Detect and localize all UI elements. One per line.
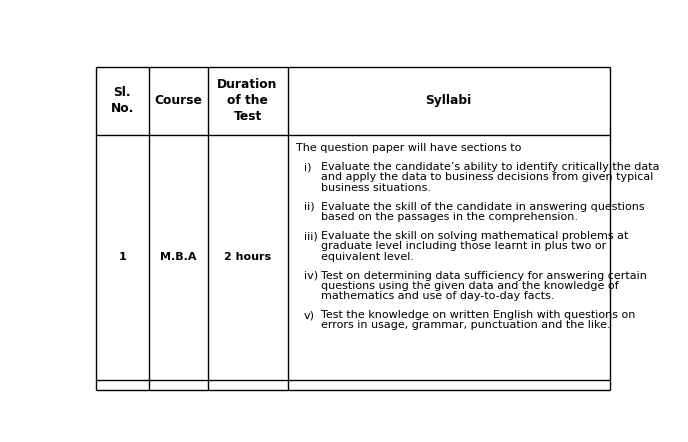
Text: 2 hours: 2 hours [224,252,271,262]
Text: Sl.
No.: Sl. No. [111,86,134,115]
Text: and apply the data to business decisions from given typical: and apply the data to business decisions… [321,172,653,183]
Text: v): v) [303,310,314,320]
Text: Evaluate the candidate’s ability to identify critically the data: Evaluate the candidate’s ability to iden… [321,162,659,172]
Text: Syllabi: Syllabi [425,94,472,107]
Text: mathematics and use of day-to-day facts.: mathematics and use of day-to-day facts. [321,291,554,301]
Text: The question paper will have sections to: The question paper will have sections to [296,143,521,153]
Text: Course: Course [154,94,202,107]
Text: M.B.A: M.B.A [160,252,197,262]
Text: Duration
of the
Test: Duration of the Test [217,78,278,123]
Text: Test the knowledge on written English with questions on: Test the knowledge on written English wi… [321,310,635,320]
Text: iii): iii) [303,231,317,241]
Text: errors in usage, grammar, punctuation and the like.: errors in usage, grammar, punctuation an… [321,320,610,330]
Text: ii): ii) [303,202,314,212]
Text: iv): iv) [303,271,318,281]
Text: Test on determining data sufficiency for answering certain: Test on determining data sufficiency for… [321,271,647,281]
Text: graduate level including those learnt in plus two or: graduate level including those learnt in… [321,241,606,251]
Text: i): i) [303,162,311,172]
Text: business situations.: business situations. [321,183,431,193]
Text: questions using the given data and the knowledge of: questions using the given data and the k… [321,281,619,291]
Text: Evaluate the skill on solving mathematical problems at: Evaluate the skill on solving mathematic… [321,231,628,241]
Text: 1: 1 [118,252,126,262]
Text: Evaluate the skill of the candidate in answering questions: Evaluate the skill of the candidate in a… [321,202,644,212]
Text: equivalent level.: equivalent level. [321,251,413,262]
Text: based on the passages in the comprehension.: based on the passages in the comprehensi… [321,212,578,222]
